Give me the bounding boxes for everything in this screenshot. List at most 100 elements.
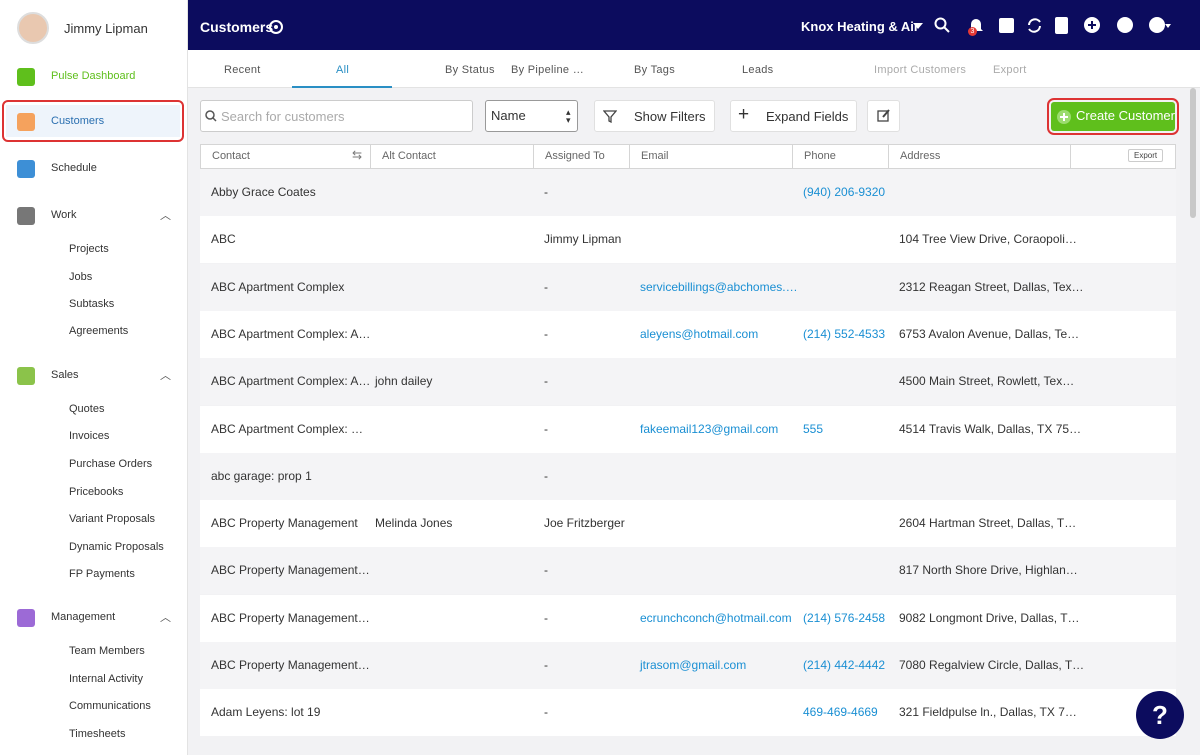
nav-item[interactable]: Sales xyxy=(51,369,79,381)
nav-subitem[interactable]: Timesheets xyxy=(69,728,126,740)
chevron: ︿ xyxy=(160,370,171,382)
nav-subitem[interactable]: Jobs xyxy=(69,271,93,283)
nav-subitem[interactable]: Agreements xyxy=(69,325,129,337)
tab-bar: Recent All By Status By Pipeline … By Tags Le… xyxy=(188,50,1200,88)
table-header xyxy=(200,144,1176,169)
cell-contact: ABC Apartment Complex: A… xyxy=(211,326,371,341)
nav-subitem[interactable]: Variant Proposals xyxy=(69,513,156,525)
table-row[interactable]: ABC Apartment Complex: … - fakeemail123@gm… xyxy=(200,405,1176,453)
nav-item[interactable]: Management xyxy=(51,611,116,623)
cell-contact: ABC Property Management… xyxy=(211,610,370,625)
cell-email[interactable]: jtrasom@gmail.com xyxy=(640,658,747,672)
nav-subitem[interactable]: Team Members xyxy=(69,645,145,657)
sync-icon[interactable] xyxy=(1027,17,1042,34)
document-icon[interactable] xyxy=(1055,17,1068,34)
nav-subitem[interactable]: FP Payments xyxy=(69,568,135,580)
cell-phone[interactable]: (214) 576-2458 xyxy=(803,610,886,625)
column-header[interactable]: Contact xyxy=(212,150,250,162)
nav-item[interactable]: Pulse Dashboard xyxy=(51,70,136,82)
plus-icon: + xyxy=(738,104,750,125)
cell-email[interactable]: aleyens@hotmail.com xyxy=(640,326,759,341)
cell-assigned: - xyxy=(544,658,548,672)
table-row[interactable]: ABC Property Management… - 817 North Shore… xyxy=(200,547,1176,595)
nav-subitem[interactable]: Purchase Orders xyxy=(69,458,153,470)
search-box[interactable]: Search for customers xyxy=(200,100,473,132)
cell-phone[interactable]: (214) 552-4533 xyxy=(803,326,886,341)
column-header[interactable]: Address xyxy=(900,150,941,162)
cell-contact: ABC Apartment Complex xyxy=(211,279,345,294)
nav-item[interactable]: Customers xyxy=(51,115,105,127)
cell-email[interactable]: ecrunchconch@hotmail.com xyxy=(640,610,792,625)
table-row[interactable]: ABC Property Management Melinda Jones Joe … xyxy=(200,500,1176,548)
table-row[interactable]: abc garage: prop 1 - xyxy=(200,452,1176,500)
nav-subitem[interactable]: Pricebooks xyxy=(69,486,124,498)
nav-subitem[interactable]: Dynamic Proposals xyxy=(69,541,164,553)
cell-phone[interactable]: 469-469-4669 xyxy=(803,705,878,720)
column-header[interactable]: Alt Contact xyxy=(382,150,436,162)
column-divider xyxy=(629,144,630,169)
table-row[interactable]: ABC Property Management… - jtrasom@gmail.c… xyxy=(200,642,1176,689)
cell-assigned: - xyxy=(544,468,548,483)
table-row[interactable]: ABC Apartment Complex: A… john dailey - 450… xyxy=(200,358,1176,406)
export-button[interactable]: Export xyxy=(1128,149,1164,162)
table-row[interactable]: ABC Property Management… - ecrunchconch@ho… xyxy=(200,594,1176,642)
column-header[interactable]: Assigned To xyxy=(545,150,605,162)
table-row[interactable]: ABC Apartment Complex - servicebillings@ab… xyxy=(200,263,1176,311)
nav-subitem[interactable]: Projects xyxy=(69,243,109,255)
cell-contact: ABC Property Management… xyxy=(211,658,370,672)
sort-toggle-icon[interactable]: ⇆ xyxy=(352,148,363,162)
nav-item[interactable]: Schedule xyxy=(51,162,97,174)
user-name[interactable]: Jimmy Lipman xyxy=(64,21,148,36)
table-row[interactable]: Abby Grace Coates - (940) 206-9320 xyxy=(200,169,1176,216)
settings-icon[interactable] xyxy=(268,19,284,35)
cell-phone[interactable]: (940) 206-9320 xyxy=(803,185,886,199)
help-icon[interactable] xyxy=(1117,17,1133,33)
cell-contact: Abby Grace Coates xyxy=(211,185,316,199)
chevron: ︿ xyxy=(160,210,171,222)
column-divider xyxy=(1070,144,1071,169)
account-icon[interactable] xyxy=(1149,16,1171,34)
expand-fields-button[interactable]: + Expand Fields xyxy=(730,100,857,132)
nav-icon xyxy=(17,113,35,131)
cell-email[interactable]: fakeemail123@gmail.com xyxy=(640,421,779,436)
cell-assigned: - xyxy=(544,563,548,578)
dropdown-caret[interactable] xyxy=(913,22,923,30)
table-row[interactable]: ABC Apartment Complex: A… - aleyens@hotmai… xyxy=(200,310,1176,358)
create-customer-button[interactable]: Create Customer xyxy=(1051,102,1175,131)
search-placeholder: Search for customers xyxy=(221,109,345,124)
company-name[interactable]: Knox Heating & Air xyxy=(801,19,919,34)
nav-item[interactable]: Work xyxy=(51,209,77,221)
tab[interactable]: By Tags xyxy=(634,64,676,76)
column-header[interactable]: Phone xyxy=(804,150,836,162)
cell-email[interactable]: servicebillings@abchomes.… xyxy=(640,279,798,294)
phone-icon[interactable] xyxy=(999,18,1014,33)
help-chat-button[interactable]: ? xyxy=(1136,691,1184,739)
cell-address: 4514 Travis Walk, Dallas, TX 75… xyxy=(899,421,1082,436)
edit-columns-button[interactable] xyxy=(867,100,900,132)
cell-assigned: - xyxy=(544,185,548,199)
nav-subitem[interactable]: Quotes xyxy=(69,403,105,415)
table-row[interactable]: Adam Leyens: lot 19 - 469-469-4669 321 Fiel… xyxy=(200,689,1176,737)
tab[interactable]: By Pipeline … xyxy=(511,64,584,76)
tab[interactable]: All xyxy=(336,64,350,76)
column-header[interactable]: Email xyxy=(641,150,669,162)
nav-subitem[interactable]: Internal Activity xyxy=(69,673,143,685)
avatar[interactable] xyxy=(17,12,49,44)
nav-subitem[interactable]: Invoices xyxy=(69,430,110,442)
sort-select[interactable]: Name ▴ ▾ xyxy=(485,100,578,132)
nav-subitem[interactable]: Subtasks xyxy=(69,298,115,310)
cell-phone[interactable]: (214) 442-4442 xyxy=(803,658,886,672)
cell-phone[interactable]: 555 xyxy=(803,421,824,436)
table-row[interactable]: ABC Jimmy Lipman 104 Tree View Drive, Cora… xyxy=(200,216,1176,264)
tab[interactable]: Leads xyxy=(742,64,774,76)
nav-icon xyxy=(17,367,35,385)
tab[interactable]: By Status xyxy=(445,64,495,76)
cell-address: 9082 Longmont Drive, Dallas, T… xyxy=(899,610,1080,625)
add-icon[interactable] xyxy=(1084,17,1100,33)
nav-subitem[interactable]: Communications xyxy=(69,700,151,712)
show-filters-button[interactable]: Show Filters xyxy=(594,100,715,132)
tab[interactable]: Recent xyxy=(224,64,261,76)
cell-assigned: - xyxy=(544,279,548,294)
cell-address: 817 North Shore Drive, Highlan… xyxy=(899,563,1078,578)
search-icon[interactable] xyxy=(934,17,950,33)
